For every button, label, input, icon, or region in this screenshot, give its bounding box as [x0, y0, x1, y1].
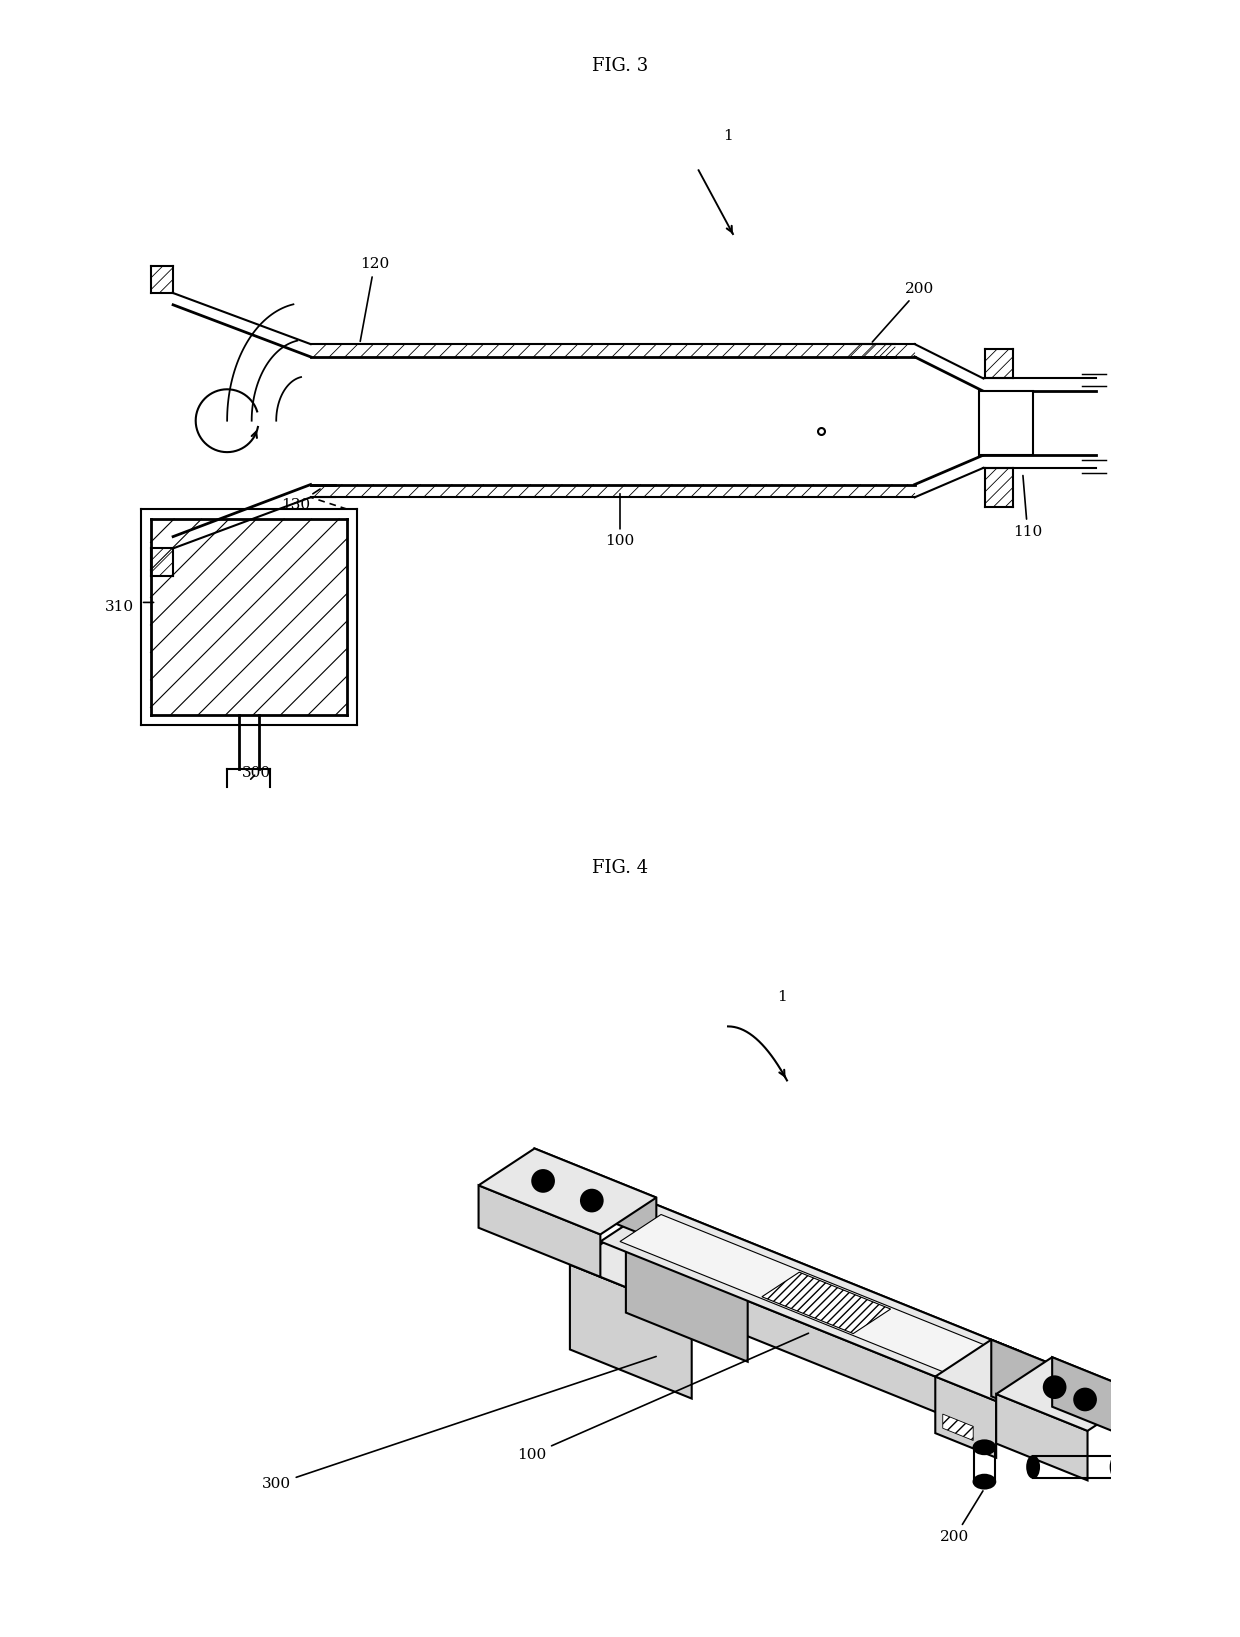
Text: FIG. 4: FIG. 4 — [591, 859, 649, 877]
Text: 200: 200 — [872, 282, 934, 342]
Text: 120: 120 — [360, 257, 389, 342]
Text: 100: 100 — [517, 1333, 808, 1462]
Text: 300: 300 — [262, 1357, 656, 1491]
Circle shape — [532, 1170, 554, 1192]
Text: 1: 1 — [723, 129, 733, 142]
Polygon shape — [996, 1357, 1143, 1431]
Text: 130: 130 — [281, 489, 320, 512]
Text: FIG. 3: FIG. 3 — [591, 57, 649, 75]
Text: 1: 1 — [777, 990, 787, 1003]
Circle shape — [582, 1190, 603, 1211]
Text: 100: 100 — [605, 494, 635, 548]
Polygon shape — [656, 1205, 1022, 1387]
Polygon shape — [1053, 1357, 1143, 1444]
Circle shape — [1044, 1377, 1065, 1398]
Polygon shape — [991, 1339, 1053, 1421]
Ellipse shape — [973, 1441, 996, 1454]
Ellipse shape — [973, 1475, 996, 1488]
Polygon shape — [942, 1414, 973, 1441]
Polygon shape — [534, 1149, 656, 1241]
Polygon shape — [935, 1377, 996, 1457]
Polygon shape — [620, 1215, 1002, 1378]
Polygon shape — [935, 1339, 1053, 1401]
Polygon shape — [978, 391, 1033, 455]
Polygon shape — [626, 1228, 748, 1362]
Text: 200: 200 — [940, 1491, 983, 1544]
Text: 110: 110 — [1013, 475, 1043, 539]
Circle shape — [1074, 1388, 1096, 1409]
Polygon shape — [996, 1395, 1087, 1480]
Ellipse shape — [1027, 1457, 1039, 1478]
Text: 300: 300 — [242, 766, 272, 781]
Text: 310: 310 — [104, 601, 134, 614]
Ellipse shape — [1111, 1457, 1122, 1478]
Polygon shape — [570, 1228, 748, 1313]
Polygon shape — [600, 1205, 1022, 1388]
Polygon shape — [479, 1185, 600, 1277]
Polygon shape — [479, 1149, 656, 1234]
Polygon shape — [570, 1264, 692, 1398]
Polygon shape — [600, 1241, 966, 1424]
Polygon shape — [761, 1272, 890, 1334]
